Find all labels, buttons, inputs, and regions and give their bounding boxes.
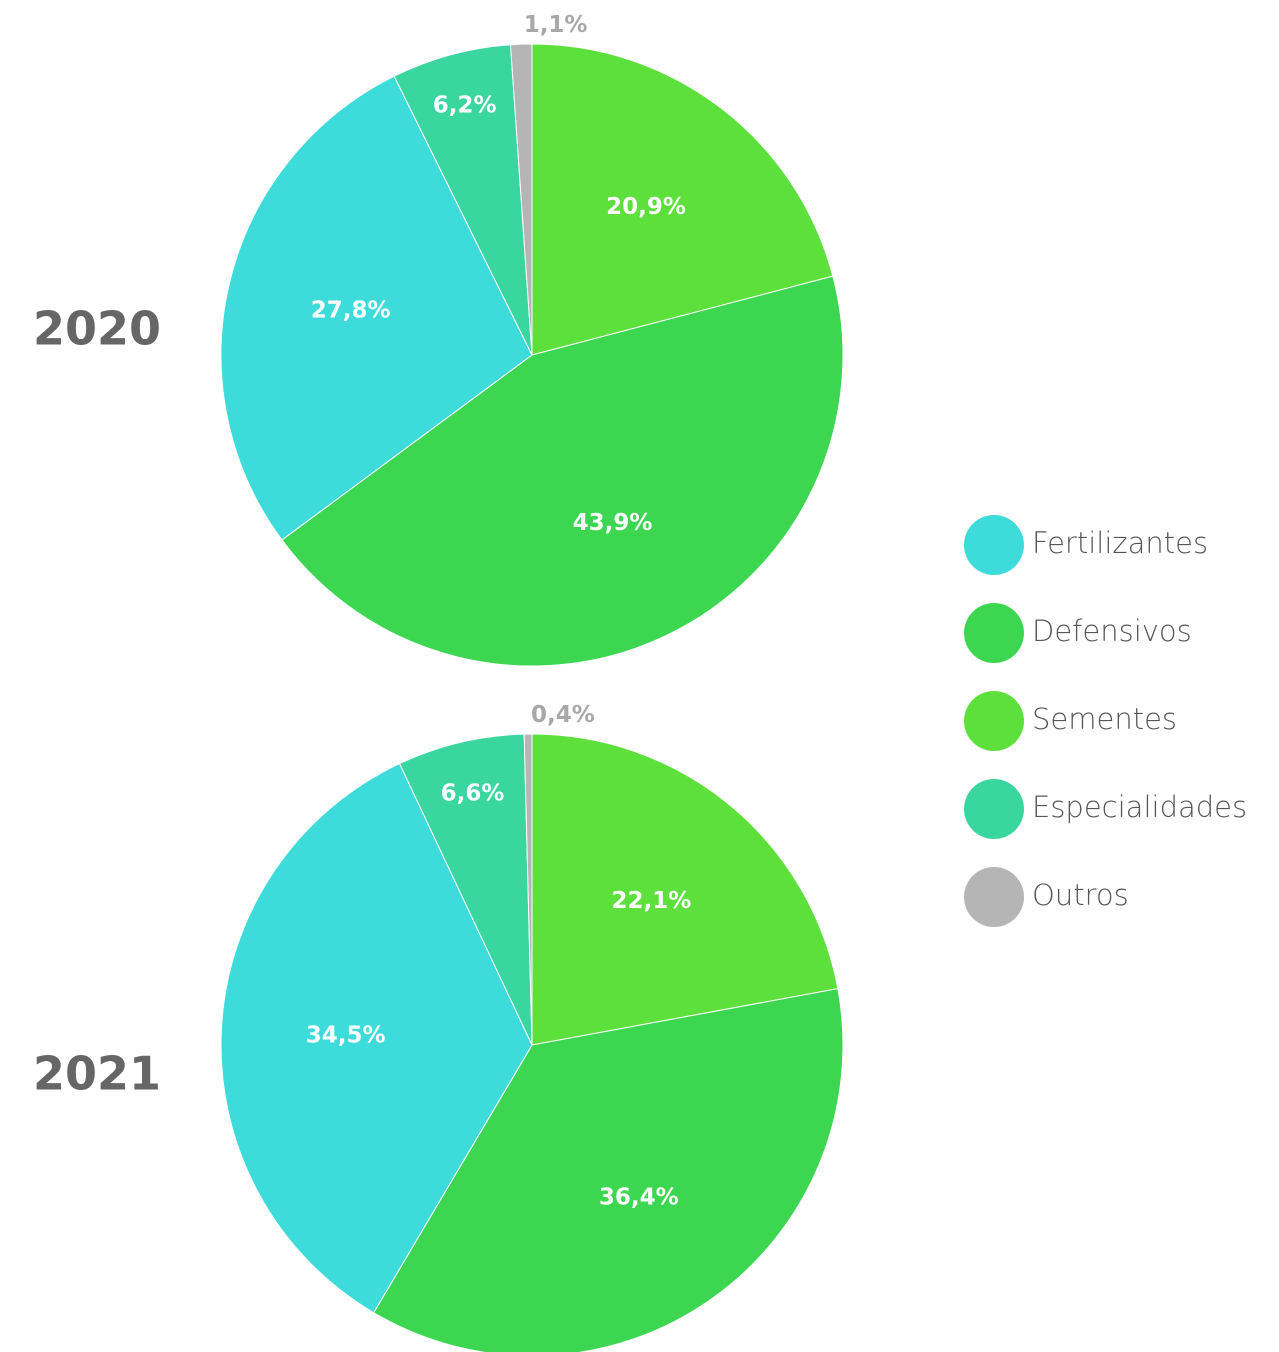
legend-label: Sementes [1032, 702, 1177, 736]
value-label: 22,1% [611, 888, 691, 914]
legend-item: Defensivos [964, 603, 1192, 663]
legend-item: Especialidades [964, 779, 1247, 839]
value-label: 0,4% [531, 702, 595, 728]
value-label: 36,4% [599, 1185, 679, 1211]
pie-slice [523, 733, 533, 1046]
pie-title: 2021 [33, 1047, 161, 1101]
legend-item: Outros [964, 867, 1129, 927]
value-label: 6,6% [441, 780, 505, 806]
pie-slice [531, 43, 834, 356]
legend-swatch [964, 867, 1024, 927]
value-label: 27,8% [311, 298, 391, 324]
legend-swatch [964, 603, 1024, 663]
legend-swatch [964, 515, 1024, 575]
pie-slice [281, 275, 844, 667]
pie-slice [393, 44, 533, 356]
legend-item: Fertilizantes [964, 515, 1208, 575]
value-label: 43,9% [573, 510, 653, 536]
legend-label: Especialidades [1032, 790, 1247, 824]
legend-label: Defensivos [1032, 614, 1192, 648]
pie-slice [531, 733, 839, 1046]
legend-item: Sementes [964, 691, 1177, 751]
legend: Fertilizantes Defensivos Sementes Especi… [964, 515, 1247, 927]
pie-slice [220, 762, 533, 1314]
pie-title: 2020 [33, 302, 161, 356]
pie-slice [509, 43, 533, 356]
legend-label: Outros [1032, 878, 1129, 912]
pie-slice [373, 988, 844, 1352]
value-label: 6,2% [433, 92, 497, 118]
value-label: 20,9% [606, 194, 686, 220]
pie-slice [398, 733, 533, 1046]
pie-slice [220, 75, 533, 541]
legend-swatch [964, 691, 1024, 751]
legend-label: Fertilizantes [1032, 526, 1208, 560]
legend-swatch [964, 779, 1024, 839]
value-label: 34,5% [306, 1023, 386, 1049]
value-label: 1,1% [524, 12, 588, 38]
